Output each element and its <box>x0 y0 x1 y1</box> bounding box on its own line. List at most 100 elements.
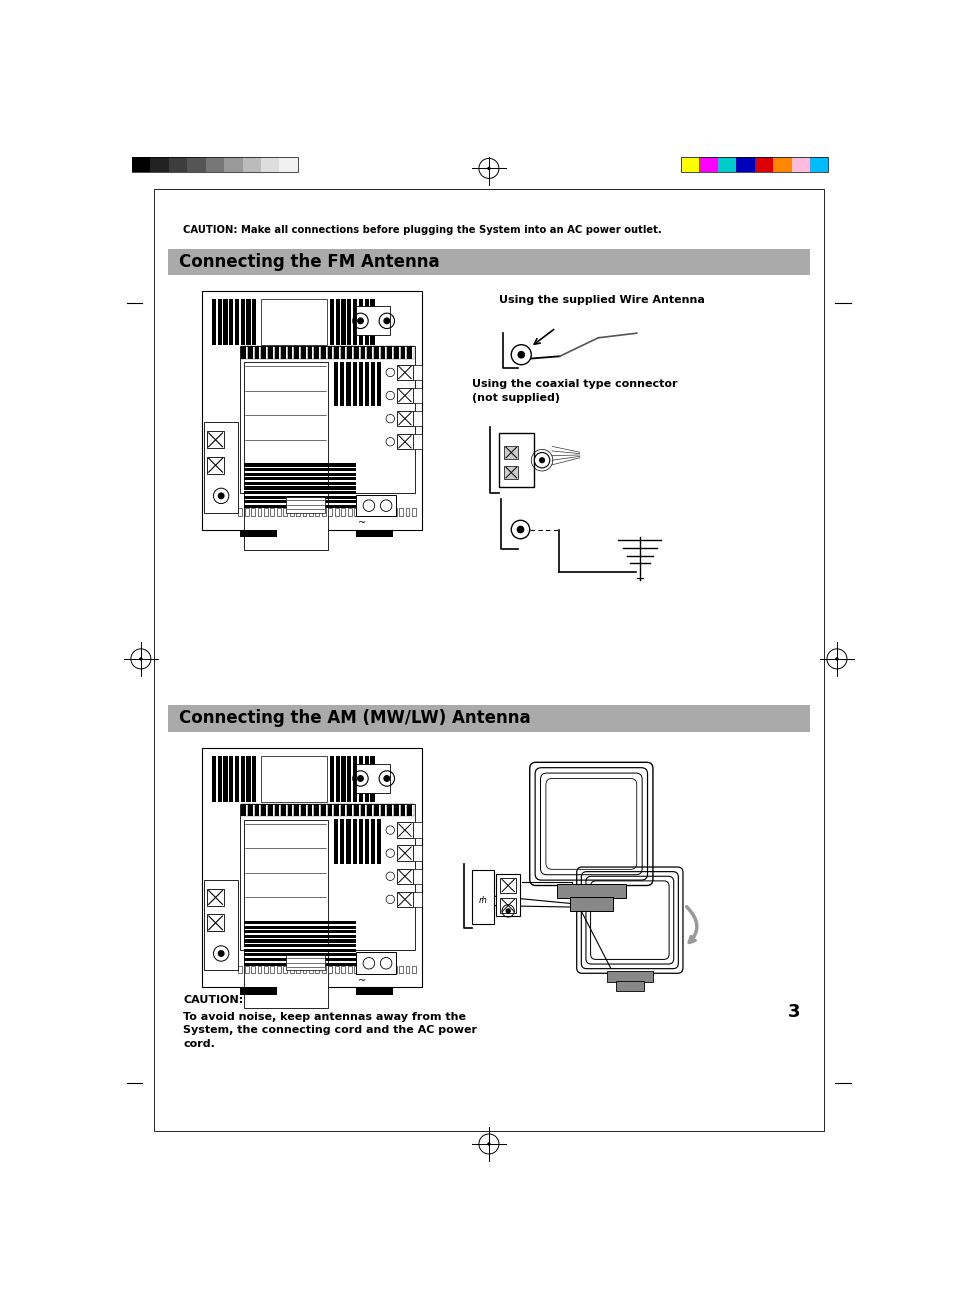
Bar <box>334 819 338 864</box>
Bar <box>217 757 221 802</box>
Bar <box>334 346 338 358</box>
Bar <box>374 804 378 816</box>
Bar <box>314 346 318 358</box>
Bar <box>301 346 305 358</box>
Bar <box>246 298 251 345</box>
Bar <box>274 804 279 816</box>
Bar <box>330 757 334 802</box>
Bar <box>400 804 407 816</box>
Bar <box>569 897 612 911</box>
Bar <box>239 346 415 493</box>
Bar <box>354 508 357 516</box>
Bar <box>301 804 308 816</box>
Bar <box>360 346 367 358</box>
Bar <box>355 763 390 793</box>
Bar <box>374 346 380 358</box>
Bar <box>327 346 334 358</box>
Circle shape <box>356 775 364 782</box>
Bar <box>314 804 320 816</box>
Bar <box>396 891 413 907</box>
Bar <box>373 966 376 974</box>
Bar <box>257 508 261 516</box>
Bar <box>396 869 413 884</box>
Bar <box>207 915 224 932</box>
Bar <box>224 157 242 173</box>
Bar <box>243 473 355 476</box>
Bar <box>246 757 251 802</box>
Bar <box>321 508 325 516</box>
Bar <box>413 410 421 426</box>
Bar <box>281 804 286 816</box>
Bar <box>387 804 392 816</box>
Bar <box>243 477 355 481</box>
Bar <box>243 468 355 471</box>
Circle shape <box>538 457 544 463</box>
Bar <box>268 804 273 816</box>
Bar <box>353 757 356 802</box>
Bar <box>202 749 421 987</box>
Bar <box>387 804 394 816</box>
Bar <box>242 157 261 173</box>
Bar <box>223 298 227 345</box>
Bar <box>334 362 338 406</box>
Bar <box>394 346 400 358</box>
Circle shape <box>217 493 224 499</box>
Bar <box>328 966 332 974</box>
Bar <box>341 298 345 345</box>
Bar <box>212 298 215 345</box>
Text: rh: rh <box>477 897 487 906</box>
Bar <box>370 298 375 345</box>
Bar <box>335 757 339 802</box>
Circle shape <box>835 657 838 660</box>
Bar <box>386 508 390 516</box>
Bar <box>276 966 280 974</box>
Bar <box>358 362 362 406</box>
Bar <box>204 880 238 970</box>
Bar <box>261 346 268 358</box>
Bar <box>500 878 516 893</box>
Bar <box>354 346 358 358</box>
Bar <box>334 804 338 816</box>
Bar <box>334 804 340 816</box>
Bar <box>400 346 407 358</box>
Bar <box>394 804 400 816</box>
Bar <box>286 497 325 512</box>
Bar <box>396 846 413 861</box>
Bar <box>354 966 357 974</box>
Bar <box>346 819 351 864</box>
Bar <box>393 508 396 516</box>
Bar <box>387 346 394 358</box>
Text: Using the supplied Wire Antenna: Using the supplied Wire Antenna <box>498 294 704 305</box>
Bar <box>367 346 374 358</box>
Bar <box>314 346 320 358</box>
Bar <box>229 757 233 802</box>
Bar <box>396 388 413 404</box>
Bar <box>243 940 355 942</box>
Bar <box>207 431 224 448</box>
Bar <box>241 804 246 816</box>
Bar <box>243 486 355 490</box>
Circle shape <box>517 525 524 533</box>
Bar <box>241 346 246 358</box>
Bar <box>281 346 288 358</box>
Bar <box>268 346 274 358</box>
Bar <box>334 346 340 358</box>
Bar <box>168 706 809 732</box>
Bar <box>261 804 268 816</box>
Bar <box>364 298 369 345</box>
Bar <box>243 493 328 550</box>
Bar <box>327 804 334 816</box>
Bar <box>294 804 298 816</box>
Bar <box>264 966 268 974</box>
Bar <box>498 433 533 488</box>
Bar <box>557 884 625 898</box>
Text: Connecting the FM Antenna: Connecting the FM Antenna <box>179 254 439 272</box>
Bar <box>367 966 371 974</box>
Bar <box>358 298 363 345</box>
Bar <box>243 962 355 966</box>
Bar <box>248 804 253 816</box>
Bar <box>407 346 412 358</box>
Bar <box>355 495 395 516</box>
Bar <box>379 966 383 974</box>
Bar <box>413 388 421 404</box>
